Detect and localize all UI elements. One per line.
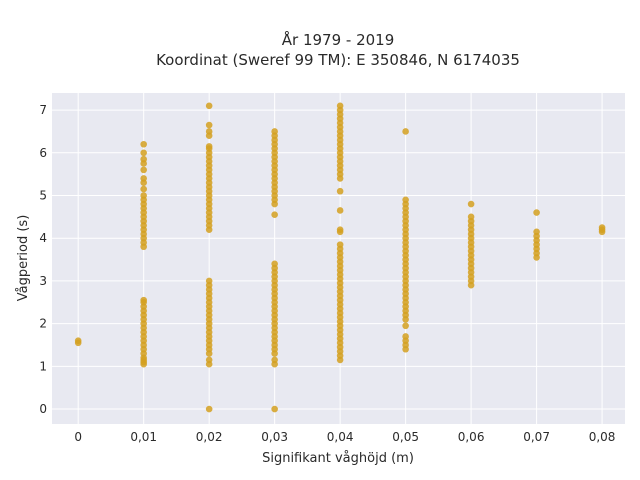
data-point [402,322,409,330]
x-tick-label: 0,06 [458,430,485,444]
y-tick-label: 7 [39,103,47,117]
data-point [402,128,409,135]
data-point [205,405,213,413]
data-point [402,333,409,340]
data-point [336,187,344,195]
x-axis-label: Signifikant våghöjd (m) [262,451,414,466]
data-point [205,277,213,285]
data-point [336,241,344,248]
data-point [533,228,540,236]
data-point [205,128,213,135]
data-point [140,166,147,174]
data-point [74,337,82,345]
x-tick-label: 0,07 [523,430,550,444]
data-point [598,224,606,231]
data-point [140,140,147,148]
x-tick-label: 0,05 [392,430,419,444]
data-point [467,213,475,221]
chart-subtitle: Koordinat (Sweref 99 TM): E 350846, N 61… [156,51,520,69]
y-axis-label: Vågperiod (s) [16,215,31,302]
data-point [336,207,344,214]
data-point [140,175,147,182]
y-tick-label: 2 [39,317,47,331]
data-point [205,143,213,150]
data-point [140,192,147,199]
data-point [533,209,540,216]
data-point [336,226,344,233]
data-point [336,102,344,110]
chart-title: År 1979 - 2019 [282,30,395,49]
data-point [140,296,147,304]
y-tick-label: 3 [39,274,47,288]
x-tick-label: 0 [74,430,82,444]
data-point [402,196,409,204]
data-point [140,149,147,157]
y-tick-label: 0 [39,402,47,416]
y-tick-label: 1 [39,359,47,373]
data-point [140,155,147,163]
x-tick-label: 0,01 [130,430,157,444]
x-tick-label: 0,03 [261,430,288,444]
y-tick-label: 6 [39,146,47,160]
y-tick-labels: 0 1 2 3 4 5 6 7 [39,103,47,416]
data-point [271,211,278,219]
y-tick-label: 5 [39,189,47,203]
data-point [205,356,213,364]
data-point [271,260,278,268]
data-point [271,356,278,364]
x-tick-label: 0,08 [589,430,616,444]
x-tick-label: 0,04 [327,430,354,444]
data-point [205,102,213,110]
data-point [271,128,278,135]
data-point [140,185,147,193]
y-tick-label: 4 [39,231,47,245]
data-point [205,121,213,129]
data-point [467,200,475,208]
data-points [74,102,606,413]
x-tick-labels: 0 0,01 0,02 0,03 0,04 0,05 0,06 0,07 0,08 [74,430,615,444]
data-point [271,405,278,413]
x-tick-label: 0,02 [196,430,223,444]
